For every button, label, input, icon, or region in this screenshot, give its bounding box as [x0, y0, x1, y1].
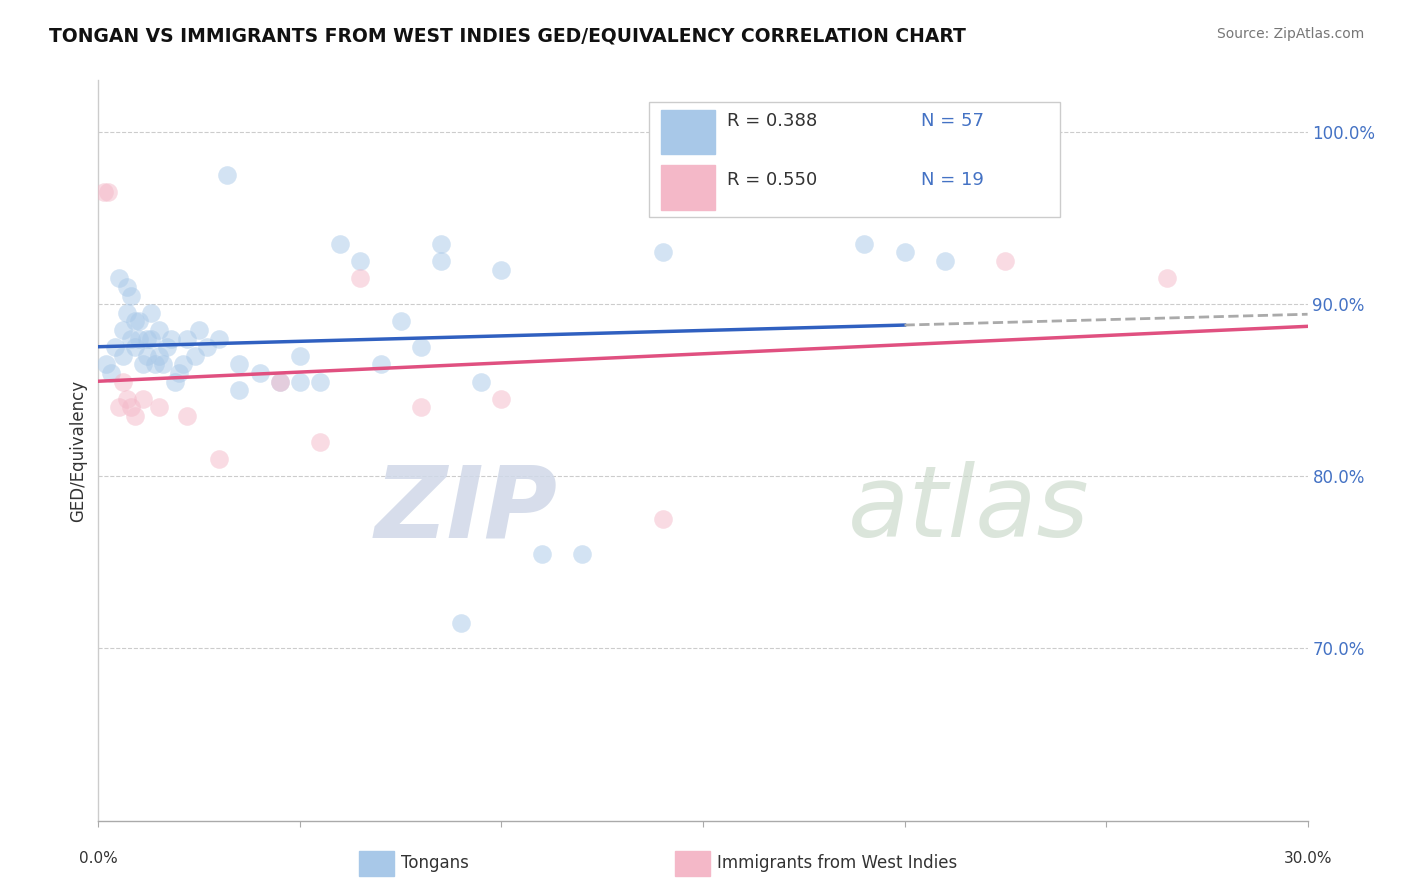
Point [156, 340, 179, 354]
Point [111, 375, 134, 389]
Point [139, 306, 162, 320]
Point [228, 357, 250, 371]
Point [309, 375, 332, 389]
Point [115, 392, 138, 406]
Point [93, 185, 115, 199]
Point [111, 323, 134, 337]
Bar [661, 165, 716, 210]
Point [120, 401, 142, 415]
Text: N = 57: N = 57 [921, 112, 984, 130]
Point [148, 323, 170, 337]
Point [269, 375, 291, 389]
Text: R = 0.550: R = 0.550 [727, 171, 817, 189]
Text: Source: ZipAtlas.com: Source: ZipAtlas.com [1216, 27, 1364, 41]
Point [132, 357, 155, 371]
Point [120, 332, 142, 346]
Text: N = 19: N = 19 [921, 171, 984, 189]
Point [97, 185, 120, 199]
Point [143, 357, 166, 371]
Point [128, 332, 150, 346]
Point [430, 254, 453, 268]
Point [148, 401, 170, 415]
Point [135, 349, 157, 363]
Point [96, 357, 118, 371]
Point [111, 349, 134, 363]
Text: 0.0%: 0.0% [79, 851, 118, 866]
Point [470, 375, 492, 389]
Point [107, 271, 129, 285]
Point [135, 332, 157, 346]
Text: ZIP: ZIP [375, 461, 558, 558]
Bar [661, 110, 716, 154]
FancyBboxPatch shape [648, 103, 1060, 218]
Text: 30.0%: 30.0% [1284, 851, 1331, 866]
Y-axis label: GED/Equivalency: GED/Equivalency [69, 379, 87, 522]
Point [160, 332, 183, 346]
Point [491, 392, 513, 406]
Text: R = 0.388: R = 0.388 [727, 112, 817, 130]
Point [370, 357, 392, 371]
Text: atlas: atlas [848, 461, 1090, 558]
Point [195, 340, 218, 354]
Point [349, 254, 371, 268]
Point [309, 434, 332, 449]
Point [176, 409, 198, 423]
Point [148, 349, 170, 363]
Point [1156, 271, 1178, 285]
Point [288, 349, 311, 363]
Point [208, 452, 231, 467]
Point [172, 357, 194, 371]
Point [430, 236, 453, 251]
Point [132, 392, 155, 406]
Point [409, 340, 432, 354]
Point [571, 547, 593, 561]
Point [115, 306, 138, 320]
Point [530, 547, 553, 561]
Point [651, 245, 673, 260]
Point [217, 168, 239, 182]
Point [329, 236, 352, 251]
Point [107, 401, 129, 415]
Point [163, 375, 186, 389]
Text: Immigrants from West Indies: Immigrants from West Indies [717, 855, 957, 872]
Point [994, 254, 1017, 268]
Point [176, 332, 198, 346]
Point [188, 323, 211, 337]
Point [139, 332, 162, 346]
Point [349, 271, 371, 285]
Point [128, 314, 150, 328]
Point [389, 314, 412, 328]
Point [409, 401, 432, 415]
Point [103, 340, 125, 354]
Point [491, 262, 513, 277]
Text: TONGAN VS IMMIGRANTS FROM WEST INDIES GED/EQUIVALENCY CORRELATION CHART: TONGAN VS IMMIGRANTS FROM WEST INDIES GE… [49, 27, 966, 45]
Point [124, 314, 146, 328]
Point [288, 375, 311, 389]
Point [115, 280, 138, 294]
Point [249, 366, 271, 380]
Point [208, 332, 231, 346]
Point [269, 375, 291, 389]
Text: Tongans: Tongans [401, 855, 468, 872]
Point [934, 254, 956, 268]
Point [651, 512, 673, 526]
Point [124, 340, 146, 354]
Point [893, 245, 915, 260]
Point [853, 236, 876, 251]
Point [167, 366, 190, 380]
Point [120, 288, 142, 302]
Point [184, 349, 207, 363]
Point [100, 366, 122, 380]
Point [228, 383, 250, 397]
Point [450, 615, 472, 630]
Point [152, 357, 174, 371]
Point [124, 409, 146, 423]
